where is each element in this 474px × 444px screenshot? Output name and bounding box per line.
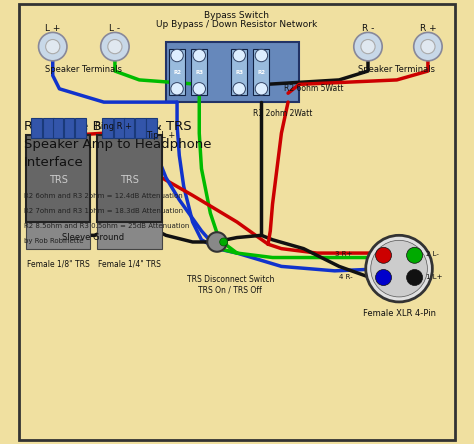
Circle shape [108,40,122,54]
FancyBboxPatch shape [102,118,113,138]
Circle shape [46,40,60,54]
Text: R2 7ohm and R3 1ohm = 18.3dB Attenuation: R2 7ohm and R3 1ohm = 18.3dB Attenuation [24,208,183,214]
Circle shape [375,247,392,263]
Circle shape [207,232,227,252]
FancyBboxPatch shape [254,49,269,95]
Text: R2: R2 [173,70,181,75]
FancyBboxPatch shape [53,118,64,138]
Text: Female 1/4" TRS: Female 1/4" TRS [98,260,161,269]
Circle shape [361,40,375,54]
Text: TRS Disconnect Switch
TRS On / TRS Off: TRS Disconnect Switch TRS On / TRS Off [187,275,274,295]
Circle shape [219,238,228,246]
Text: Ring R +: Ring R + [95,122,132,131]
FancyBboxPatch shape [19,4,455,440]
FancyBboxPatch shape [31,118,42,138]
Circle shape [193,83,205,95]
Circle shape [233,83,246,95]
Circle shape [366,235,432,302]
FancyBboxPatch shape [146,118,157,138]
Circle shape [233,49,246,62]
Text: 2 L-: 2 L- [426,251,438,258]
Circle shape [414,32,442,61]
FancyBboxPatch shape [231,49,247,95]
Text: R2 6ohm and R3 2ohm = 12.4dB Attenuation: R2 6ohm and R3 2ohm = 12.4dB Attenuation [24,193,182,199]
Text: 3 R+: 3 R+ [335,251,353,258]
Text: R3: R3 [195,70,203,75]
FancyBboxPatch shape [64,118,74,138]
Text: Tip L +: Tip L + [146,131,175,140]
FancyBboxPatch shape [135,118,146,138]
FancyBboxPatch shape [26,135,91,222]
Text: R3: R3 [235,70,243,75]
Text: R2 8.5ohm and R3 0.5ohm = 25dB Attenuation: R2 8.5ohm and R3 0.5ohm = 25dB Attenuati… [24,223,189,230]
Text: R +: R + [419,24,436,33]
Circle shape [407,247,423,263]
Text: Sleeve Ground: Sleeve Ground [62,233,124,242]
Text: R -: R - [362,24,374,33]
Circle shape [171,49,183,62]
Text: 4 R-: 4 R- [339,274,353,280]
Circle shape [193,49,205,62]
Text: TRS: TRS [49,175,67,185]
Text: R3 2ohm 2Watt: R3 2ohm 2Watt [253,109,312,118]
FancyBboxPatch shape [114,118,125,138]
Text: Speaker Terminals: Speaker Terminals [358,65,435,74]
Text: Speaker Terminals: Speaker Terminals [46,65,122,74]
Circle shape [407,270,423,285]
Text: by Rob Robinette: by Rob Robinette [24,238,83,245]
Circle shape [354,32,382,61]
FancyBboxPatch shape [26,220,91,249]
FancyBboxPatch shape [97,220,162,249]
FancyBboxPatch shape [124,118,135,138]
FancyBboxPatch shape [97,135,162,222]
Text: Up Bypass / Down Resistor Network: Up Bypass / Down Resistor Network [156,20,318,29]
FancyBboxPatch shape [75,118,86,138]
FancyBboxPatch shape [191,49,207,95]
Circle shape [171,83,183,95]
Circle shape [38,32,67,61]
Text: Female 1/8" TRS: Female 1/8" TRS [27,260,90,269]
FancyBboxPatch shape [169,49,185,95]
Text: Robinette Box XLR & TRS
Speaker Amp to Headphone
Interface: Robinette Box XLR & TRS Speaker Amp to H… [24,120,211,169]
Circle shape [255,83,268,95]
Circle shape [255,49,268,62]
FancyBboxPatch shape [166,42,299,102]
Text: TRS: TRS [119,175,138,185]
Text: L -: L - [109,24,120,33]
Circle shape [375,270,392,285]
Text: R2 6ohm 5Watt: R2 6ohm 5Watt [283,84,343,93]
Text: R2: R2 [257,70,265,75]
Circle shape [371,240,428,297]
Text: Bypass Switch: Bypass Switch [204,11,270,20]
Text: 1 L+: 1 L+ [426,274,442,280]
Text: L +: L + [45,24,60,33]
Text: Female XLR 4-Pin: Female XLR 4-Pin [363,309,436,317]
Circle shape [421,40,435,54]
FancyBboxPatch shape [43,118,54,138]
Circle shape [100,32,129,61]
